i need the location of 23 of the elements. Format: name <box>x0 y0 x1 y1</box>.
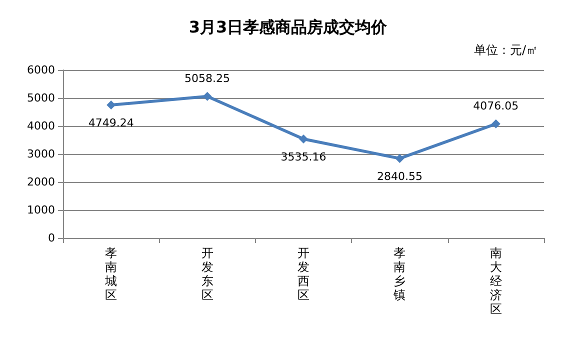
x-tick-label: 开发东区 <box>201 246 214 302</box>
y-tick-label: 0 <box>48 232 55 244</box>
x-tick-label: 南大经济区 <box>490 246 502 316</box>
y-tick-label: 6000 <box>27 64 55 76</box>
y-tick-label: 2000 <box>27 176 55 188</box>
point <box>202 92 212 101</box>
text: 单位：元/㎡ <box>474 43 538 57</box>
y-tick-label: 4000 <box>27 120 55 132</box>
data-label: 5058.25 <box>184 72 230 85</box>
x-tick-label: 孝南城区 <box>104 246 118 302</box>
point <box>299 134 308 144</box>
point <box>491 119 500 128</box>
data-label: 4749.24 <box>88 116 134 130</box>
data-label: 2840.55 <box>376 170 422 183</box>
data-label: 4076.05 <box>473 99 519 112</box>
data-label: 3535.16 <box>280 150 326 164</box>
y-tick-label: 1000 <box>27 204 55 216</box>
point <box>395 154 404 163</box>
y-tick-label: 3000 <box>27 148 55 160</box>
y-tick-label: 5000 <box>27 92 55 104</box>
x-tick-label: 开发西区 <box>298 246 310 302</box>
chart-title: 3月3日孝感商品房成交均价 <box>188 18 388 36</box>
x-tick-label: 孝南乡镇 <box>392 246 406 302</box>
